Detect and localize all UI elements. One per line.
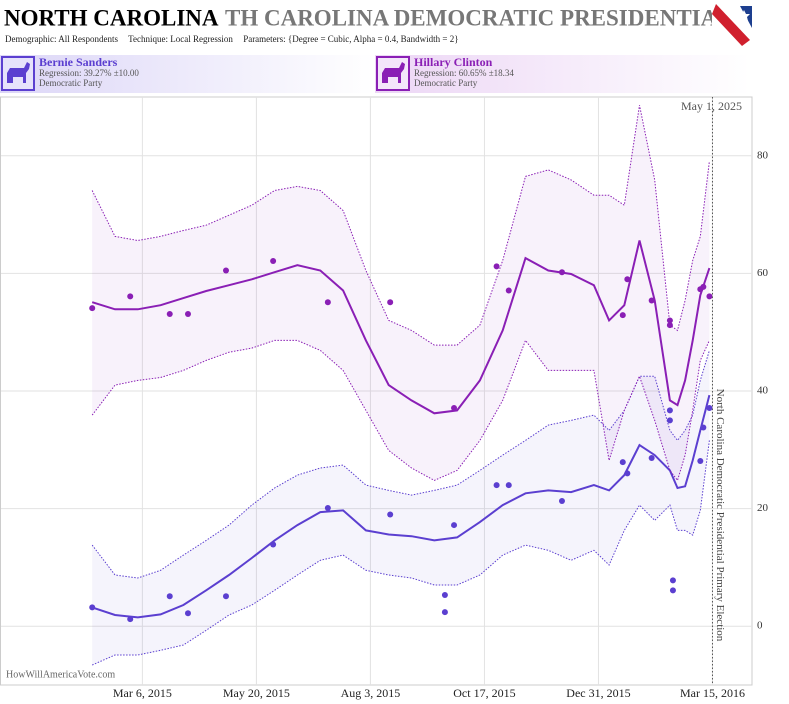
- poll-point: [451, 405, 458, 412]
- y-tick-label: 60: [757, 267, 769, 279]
- poll-point: [222, 593, 229, 600]
- regression-line: [91, 240, 711, 415]
- poll-point: [505, 287, 512, 294]
- legend-box: [375, 55, 750, 93]
- poll-point: [558, 497, 565, 504]
- poll-point: [700, 283, 707, 290]
- poll-point: [184, 310, 191, 317]
- label: Demographic:: [5, 34, 56, 44]
- legend-summary: Regression: 39.27% ±10.00: [39, 68, 139, 78]
- poll-point: [270, 258, 277, 265]
- poll-point: [558, 269, 565, 276]
- legend-name: Hillary Clinton: [414, 55, 493, 69]
- x-tick-label: Dec 31, 2015: [566, 686, 630, 700]
- y-tick-label: 20: [757, 502, 769, 514]
- poll-point: [324, 505, 331, 512]
- poll-point: [89, 305, 96, 312]
- poll-point: [493, 263, 500, 270]
- poll-point: [624, 470, 631, 477]
- poll-point: [697, 457, 704, 464]
- x-tick-label: Aug 3, 2015: [341, 686, 401, 700]
- label: Technique:: [128, 34, 168, 44]
- poll-point: [648, 455, 655, 462]
- poll-point: [666, 407, 673, 414]
- poll-point: [648, 297, 655, 304]
- confidence-bound: [91, 105, 710, 346]
- marquee: TH CAROLINA DEMOCRATIC PRESIDENTIAL I: [225, 5, 746, 30]
- poll-point: [706, 405, 713, 412]
- poll-point: [451, 522, 458, 529]
- value: Local Regression: [170, 34, 233, 44]
- poll-point: [270, 541, 277, 548]
- plot: 0 20 40 60 80 Mar 6, 2015 May 20, 2015 Aug 3, 2…: [0, 96, 769, 700]
- confidence-bound: [91, 440, 710, 666]
- regression-line: [91, 394, 711, 619]
- credit: HowWillAmericaVote.com: [6, 669, 115, 680]
- legend-party: Democratic Party: [414, 78, 478, 88]
- poll-point: [666, 317, 673, 324]
- poll-point: [493, 482, 500, 489]
- event-label: North Carolina Democratic Presidential P…: [714, 389, 726, 642]
- poll-point: [666, 417, 673, 424]
- poll-point: [706, 293, 713, 300]
- y-tick-label: 0: [757, 620, 763, 632]
- poll-point: [127, 616, 134, 623]
- legend-summary: Regression: 60.65% ±18.34: [414, 68, 514, 78]
- poll-point: [89, 604, 96, 611]
- flag-icon: [712, 2, 752, 46]
- poll-point: [619, 459, 626, 466]
- poll-point: [387, 511, 394, 518]
- confidence-band: [92, 105, 710, 481]
- donkey-icon: [382, 62, 405, 83]
- poll-point: [441, 609, 448, 616]
- label: Parameters:: [243, 34, 285, 44]
- legend-name: Bernie Sanders: [39, 55, 118, 69]
- poll-point: [666, 322, 673, 329]
- legend-box: [0, 55, 375, 93]
- poll-point: [127, 293, 134, 300]
- poll-point: [166, 593, 173, 600]
- x-tick-label: May 20, 2015: [223, 686, 290, 700]
- value: {Degree = Cubic, Alpha = 0.4, Bandwidth …: [288, 34, 459, 44]
- y-tick-label: 40: [757, 385, 769, 397]
- x-tick-label: Oct 17, 2015: [453, 686, 515, 700]
- title: NORTH CAROLINA: [4, 5, 219, 30]
- poll-point: [624, 276, 631, 283]
- subtitle: Demographic: All Respondents Technique: …: [5, 34, 459, 44]
- x-tick-label: Mar 15, 2016: [680, 686, 745, 700]
- poll-point: [505, 482, 512, 489]
- poll-point: [387, 299, 394, 306]
- poll-point: [619, 312, 626, 319]
- value: All Respondents: [58, 34, 118, 44]
- donkey-icon: [7, 62, 30, 83]
- poll-point: [669, 587, 676, 594]
- poll-point: [222, 267, 229, 274]
- date-label: May 1, 2025: [681, 99, 742, 113]
- poll-point: [166, 310, 173, 317]
- x-tick-label: Mar 6, 2015: [113, 686, 172, 700]
- y-tick-label: 80: [757, 149, 769, 161]
- poll-point: [184, 610, 191, 617]
- confidence-bound: [91, 339, 710, 482]
- poll-point: [700, 424, 707, 431]
- poll-point: [669, 577, 676, 584]
- poll-point: [324, 299, 331, 306]
- poll-point: [441, 592, 448, 599]
- confidence-bound: [91, 350, 710, 579]
- legend-party: Democratic Party: [39, 78, 103, 88]
- confidence-band: [92, 350, 710, 665]
